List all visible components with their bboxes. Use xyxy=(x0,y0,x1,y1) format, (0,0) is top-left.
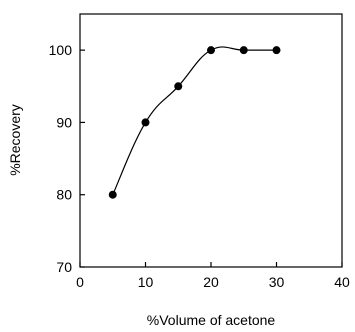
x-tick-label: 20 xyxy=(203,274,219,290)
x-tick-label: 10 xyxy=(138,274,154,290)
data-point xyxy=(272,46,281,55)
y-axis-title: %Recovery xyxy=(7,104,23,176)
x-axis-ticks: 0 10 20 30 40 xyxy=(76,262,350,290)
series-line xyxy=(112,46,277,195)
y-tick-label: 90 xyxy=(56,114,72,130)
y-tick-label: 100 xyxy=(49,42,73,58)
y-axis-ticks: 70 80 90 100 xyxy=(49,42,85,275)
x-tick-label: 0 xyxy=(76,274,84,290)
x-axis-title: %Volume of acetone xyxy=(147,312,276,328)
series-points xyxy=(108,46,281,199)
y-tick-label: 80 xyxy=(56,187,72,203)
x-tick-label: 40 xyxy=(334,274,350,290)
x-tick-label: 30 xyxy=(269,274,285,290)
data-point xyxy=(141,118,150,127)
data-point xyxy=(239,46,248,55)
data-point xyxy=(174,82,183,91)
data-point xyxy=(108,190,117,199)
y-tick-label: 70 xyxy=(56,259,72,275)
data-point xyxy=(207,46,215,55)
